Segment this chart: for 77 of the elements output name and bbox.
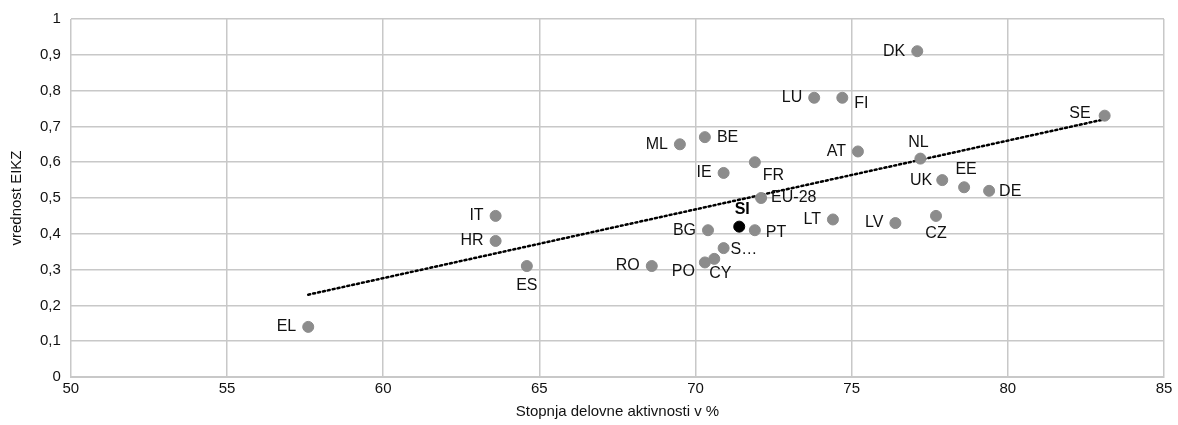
- annotation: BG: [672, 220, 696, 238]
- annotation: DE: [999, 182, 1022, 200]
- annotation: IE: [696, 163, 712, 181]
- annotation: FI: [854, 94, 869, 112]
- point: [673, 138, 686, 151]
- x-tick-label: 65: [531, 379, 548, 397]
- y-tick-label: 0,3: [39, 259, 61, 277]
- annotation: EU-28: [771, 188, 817, 206]
- x-tick-label: 85: [1155, 379, 1173, 397]
- y-tick-label: 0,7: [39, 116, 61, 134]
- annotation: S…: [730, 239, 758, 257]
- y-tick-label: 0,4: [39, 223, 61, 241]
- annotation: PT: [765, 222, 787, 240]
- y-tick-label: 0: [52, 367, 61, 385]
- point: [520, 260, 533, 273]
- annotation: LT: [803, 209, 822, 227]
- point: [936, 174, 949, 187]
- annotation: ML: [645, 134, 668, 152]
- point: [489, 234, 502, 247]
- annotation: LU: [781, 88, 803, 106]
- point: [489, 209, 502, 222]
- annotation: DK: [883, 41, 906, 59]
- annotation: NL: [908, 133, 929, 151]
- x-axis-title: Stopnja delovne aktivnosti v %: [515, 402, 720, 420]
- y-tick-label: 0,9: [39, 44, 61, 62]
- annotation: RO: [615, 256, 640, 274]
- annotation: IT: [469, 206, 484, 224]
- point: [717, 242, 730, 255]
- point: [889, 217, 902, 230]
- annotation: EL: [276, 317, 297, 335]
- point: [717, 166, 730, 179]
- annotation: BE: [716, 127, 739, 145]
- point: [733, 220, 746, 233]
- y-tick-label: 1: [52, 9, 61, 27]
- point: [1098, 109, 1111, 122]
- annotation: LV: [865, 213, 884, 231]
- point: [698, 256, 711, 269]
- annotation: UK: [910, 170, 933, 188]
- y-tick-label: 0,1: [39, 331, 61, 349]
- annotation: ES: [516, 276, 538, 294]
- annotation: HR: [460, 231, 484, 249]
- annotation: AT: [826, 141, 847, 159]
- point: [914, 152, 927, 165]
- x-tick-label: 60: [374, 379, 392, 397]
- x-tick-label: 75: [843, 379, 861, 397]
- annotation: EE: [955, 159, 977, 177]
- y-tick-label: 0,2: [39, 295, 61, 313]
- point: [698, 131, 711, 144]
- y-tick-label: 0,6: [39, 152, 61, 170]
- x-tick-label: 55: [218, 379, 236, 397]
- point: [836, 91, 849, 104]
- point: [826, 213, 839, 226]
- point: [748, 224, 761, 237]
- point: [930, 209, 942, 222]
- y-tick-label: 0,8: [39, 80, 61, 98]
- annotation: PO: [671, 261, 695, 279]
- annotation: CZ: [925, 224, 947, 242]
- point: [702, 224, 714, 237]
- annotation: CY: [709, 264, 732, 282]
- y-tick-label: 0,5: [39, 188, 61, 206]
- x-tick-label: 50: [62, 379, 80, 397]
- y-axis-title: vrednost EIKZ: [7, 150, 25, 246]
- point: [808, 91, 821, 104]
- series-label: SI: [734, 200, 750, 218]
- x-tick-label: 70: [687, 379, 704, 397]
- point: [708, 252, 721, 265]
- point: [748, 156, 761, 169]
- x-tick-label: 80: [999, 379, 1017, 397]
- point: [983, 184, 996, 197]
- point: [645, 260, 658, 273]
- point: [851, 145, 864, 158]
- annotation: FR: [762, 165, 785, 183]
- point: [755, 192, 768, 204]
- annotation: SE: [1069, 104, 1091, 122]
- point: [958, 181, 971, 194]
- point: [302, 320, 315, 333]
- point: [911, 45, 924, 58]
